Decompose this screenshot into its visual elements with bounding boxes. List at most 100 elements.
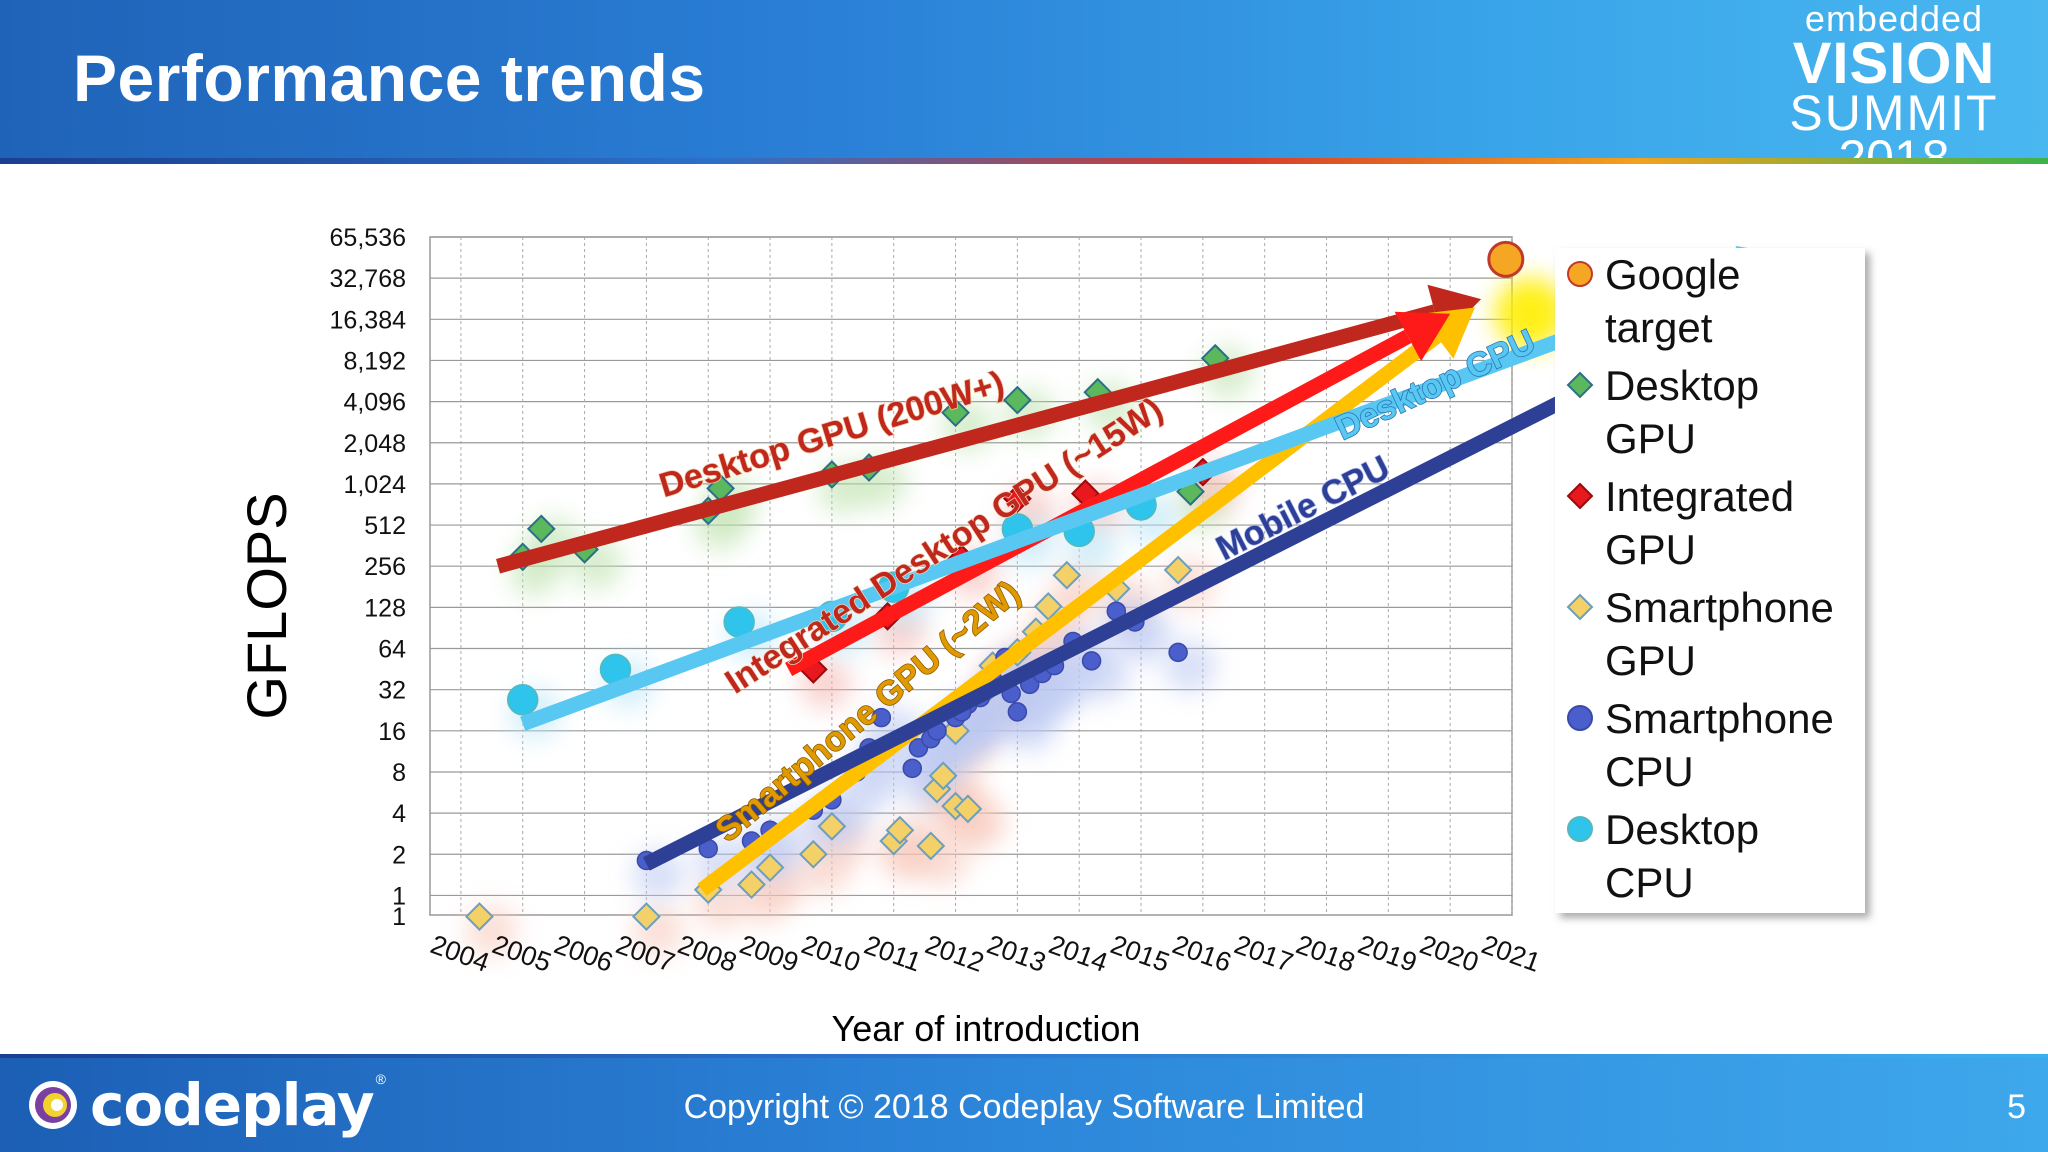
y-ticks: 11 2 4 8 16 32 64 128 256 512 1,024 2,048 4,096 8,192…	[330, 224, 407, 931]
x-tick-label: 2011	[860, 930, 925, 978]
header-color-stripe	[0, 158, 2048, 164]
x-ticks: 2004200520062007200820092010201120122013…	[427, 929, 1545, 978]
trend-arrow-shaft	[496, 304, 1437, 574]
x-tick-label: 2019	[1354, 929, 1421, 978]
legend-label: GPU	[1605, 637, 1696, 684]
x-tick-label: 2016	[1169, 929, 1236, 978]
trend-arrows	[496, 245, 1791, 896]
y-tick-label: 16,384	[330, 306, 407, 334]
footer-bar	[0, 1058, 2048, 1152]
footer-color-stripe	[0, 1054, 2048, 1059]
legend-label: CPU	[1605, 859, 1694, 906]
y-tick-label: 256	[364, 553, 406, 581]
y-tick-label: 4	[392, 800, 406, 828]
slide-number: 5	[2007, 1088, 2026, 1126]
registered-mark: ®	[375, 1071, 386, 1087]
x-tick-label: 2010	[798, 929, 865, 978]
x-tick-label: 2009	[736, 929, 803, 978]
x-tick-label: 2005	[488, 929, 555, 978]
y-tick-label: 1	[392, 903, 406, 931]
legend-marker	[1566, 482, 1594, 510]
x-tick-label: 2018	[1292, 929, 1359, 978]
y-tick-label: 16	[378, 718, 406, 746]
data-point-circle	[1487, 240, 1525, 278]
data-point-diamond	[1033, 592, 1063, 621]
legend-box	[1555, 248, 1865, 913]
y-tick-label: 128	[364, 594, 406, 622]
legend-label: Desktop	[1605, 362, 1759, 409]
target-glow	[1494, 277, 1567, 350]
logo-line-vision: VISION	[1792, 31, 1996, 96]
y-tick-label: 1,024	[343, 471, 406, 499]
data-point-diamond	[1163, 555, 1193, 585]
data-point-diamond	[928, 761, 958, 791]
data-point-circle	[1007, 702, 1028, 722]
data-point-diamond	[1052, 560, 1082, 590]
x-tick-label: 2021	[1478, 929, 1545, 978]
logo-line-embedded: embedded	[1804, 0, 1984, 39]
y-tick-label: 32,768	[330, 265, 406, 293]
x-tick-label: 2006	[550, 929, 617, 978]
trend-arrow-shaft	[785, 329, 1412, 677]
data-point-diamond	[798, 839, 828, 869]
y-tick-label: 4,096	[343, 389, 406, 417]
data-point-diamond	[1002, 484, 1032, 513]
y-tick-label: 1	[392, 882, 406, 910]
y-tick-label: 2	[392, 841, 406, 869]
data-point-diamond	[916, 831, 946, 861]
data-point-circle	[871, 707, 892, 728]
data-point-diamond	[755, 853, 785, 882]
data-point-circle	[902, 758, 923, 779]
trend-arrow-head	[1394, 311, 1451, 362]
x-axis-label: Year of introduction	[832, 1008, 1141, 1049]
legend-marker	[1567, 705, 1593, 731]
legend-label: GPU	[1605, 526, 1696, 573]
legend-marker	[1567, 261, 1593, 287]
data-point-diamond	[737, 870, 766, 900]
y-tick-label: 2,048	[343, 430, 406, 458]
y-tick-label: 8,192	[343, 347, 406, 375]
grid	[430, 236, 1513, 916]
x-tick-label: 2015	[1107, 929, 1174, 978]
legend-label: Google	[1605, 251, 1740, 298]
data-point-circle	[1168, 642, 1188, 663]
data-point-circle	[1081, 651, 1102, 671]
data-point-diamond	[817, 811, 847, 841]
performance-chart: Desktop GPU (200W+)Integrated Desktop GP…	[235, 224, 1865, 1049]
legend-label: target	[1605, 304, 1713, 351]
header-bar: Performance trends embedded VISION SUMMI…	[0, 0, 2048, 183]
x-tick-label: 2014	[1045, 929, 1112, 978]
page-title: Performance trends	[73, 41, 706, 115]
data-point-diamond	[465, 902, 494, 932]
legend-label: Smartphone	[1605, 584, 1834, 631]
y-tick-label: 512	[364, 512, 406, 540]
data-point-diamond	[526, 514, 556, 544]
legend-label: GPU	[1605, 415, 1696, 462]
x-tick-label: 2020	[1416, 929, 1483, 978]
data-point-circle	[506, 684, 539, 716]
data-point-diamond	[631, 902, 661, 932]
legend-label: CPU	[1605, 748, 1694, 795]
copyright-text: Copyright © 2018 Codeplay Software Limit…	[683, 1088, 1365, 1126]
legend-label: Desktop	[1605, 806, 1759, 853]
logo-line-summit: SUMMIT	[1789, 85, 1999, 141]
trend-arrow-shaft	[520, 265, 1748, 731]
x-tick-label: 2008	[674, 929, 741, 978]
data-point-diamond	[885, 815, 915, 845]
data-point-diamond	[1002, 385, 1032, 415]
y-tick-label: 8	[392, 759, 406, 787]
trend-arrow-shaft	[643, 316, 1720, 871]
y-tick-label: 64	[378, 636, 406, 664]
y-tick-label: 65,536	[330, 224, 406, 252]
x-tick-label: 2017	[1230, 929, 1297, 978]
legend-marker	[1567, 816, 1593, 842]
data-point-diamond	[941, 398, 970, 428]
legend-marker	[1566, 593, 1594, 621]
legend-marker	[1566, 371, 1594, 399]
legend-label: Smartphone	[1605, 695, 1834, 742]
codeplay-logo: codeplay ®	[26, 1070, 386, 1140]
y-tick-label: 32	[378, 677, 406, 705]
x-tick-label: 2012	[921, 929, 988, 978]
codeplay-brand-text: codeplay	[90, 1071, 375, 1139]
data-point-diamond	[953, 794, 983, 824]
